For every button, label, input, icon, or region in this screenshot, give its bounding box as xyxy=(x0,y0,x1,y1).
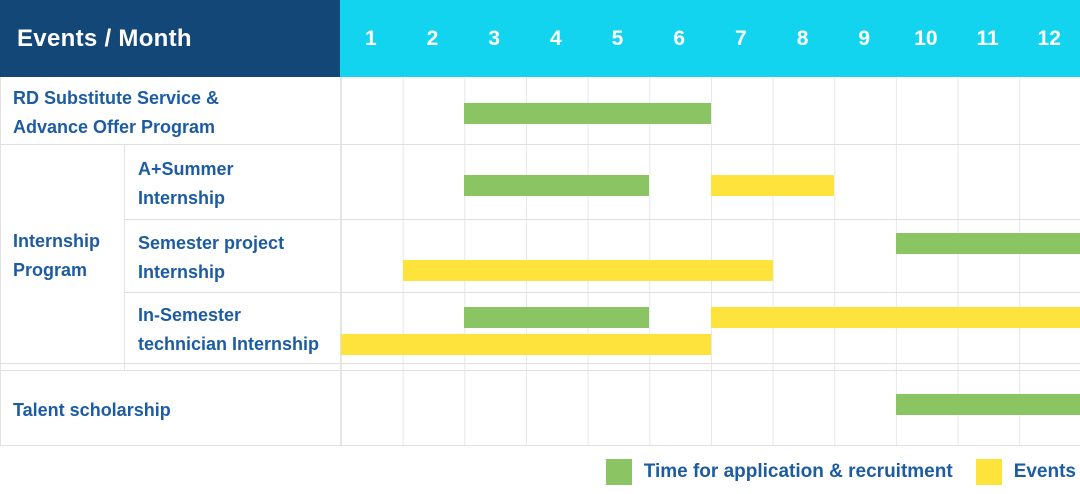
table-header: Events / Month 1 2 3 4 5 6 7 8 9 10 11 1… xyxy=(0,0,1080,77)
row-label-in-semester-technician: In-Semester technician Internship xyxy=(125,293,341,364)
month-header: 2 xyxy=(426,26,439,50)
month-header: 1 xyxy=(364,26,377,50)
row-chart-talent-scholarship xyxy=(341,371,1080,445)
row-label-line: RD Substitute Service & xyxy=(13,87,220,108)
month-header: 9 xyxy=(858,26,871,50)
month-header: 10 xyxy=(914,26,938,50)
row-chart-a-plus-summer xyxy=(341,145,1080,220)
month-header: 8 xyxy=(796,26,809,50)
month-header: 4 xyxy=(550,26,562,50)
event-bar xyxy=(711,175,835,196)
application-bar xyxy=(896,394,1080,415)
row-label-line: Advance Offer Program xyxy=(13,116,216,137)
row-chart-in-semester-technician xyxy=(341,293,1080,364)
month-header: 6 xyxy=(673,26,686,50)
row-label-line: Talent scholarship xyxy=(13,399,171,420)
row-label-line: Internship xyxy=(138,188,226,208)
gantt-table-body: RD Substitute Service & Advance Offer Pr… xyxy=(0,77,1080,446)
application-bar xyxy=(464,103,711,124)
application-bar xyxy=(464,175,650,196)
legend: Time for application & recruitment Event… xyxy=(0,446,1080,485)
event-swatch-icon xyxy=(975,459,1002,485)
row-label-line: A+Summer xyxy=(138,159,234,179)
row-label-line: technician Internship xyxy=(138,334,320,354)
row-chart-rd-substitute xyxy=(341,77,1080,145)
month-header: 11 xyxy=(976,26,999,50)
group-label-line: Internship xyxy=(13,231,101,251)
row-label-line: In-Semester xyxy=(138,305,242,325)
header-title: Events / Month xyxy=(0,0,340,77)
row-label-line: Internship xyxy=(138,262,226,282)
event-bar xyxy=(711,307,1080,328)
event-bar xyxy=(341,334,711,355)
row-label-a-plus-summer: A+Summer Internship xyxy=(125,145,341,220)
section-gap xyxy=(125,364,341,371)
application-bar xyxy=(896,233,1080,254)
row-label-rd-substitute: RD Substitute Service & Advance Offer Pr… xyxy=(1,77,341,145)
legend-item-events: Events xyxy=(975,459,1076,485)
month-header: 12 xyxy=(1037,26,1061,50)
group-label-line: Program xyxy=(13,260,88,280)
legend-label: Events xyxy=(1013,461,1076,482)
group-label-internship-program: Internship Program xyxy=(1,145,125,364)
event-bar xyxy=(402,260,773,281)
section-gap xyxy=(1,364,125,371)
month-header: 5 xyxy=(611,26,624,50)
application-bar xyxy=(464,307,650,328)
legend-item-application: Time for application & recruitment xyxy=(605,459,953,485)
legend-label: Time for application & recruitment xyxy=(643,461,953,482)
month-header-strip: 1 2 3 4 5 6 7 8 9 10 11 12 xyxy=(340,0,1080,77)
month-header: 3 xyxy=(488,26,501,50)
row-label-talent-scholarship: Talent scholarship xyxy=(1,371,341,445)
section-gap-chart xyxy=(341,364,1080,371)
application-swatch-icon xyxy=(605,459,632,485)
row-chart-semester-project xyxy=(341,220,1080,293)
month-header: 7 xyxy=(735,26,747,50)
row-label-semester-project: Semester project Internship xyxy=(125,220,341,293)
row-label-line: Semester project xyxy=(138,233,285,253)
